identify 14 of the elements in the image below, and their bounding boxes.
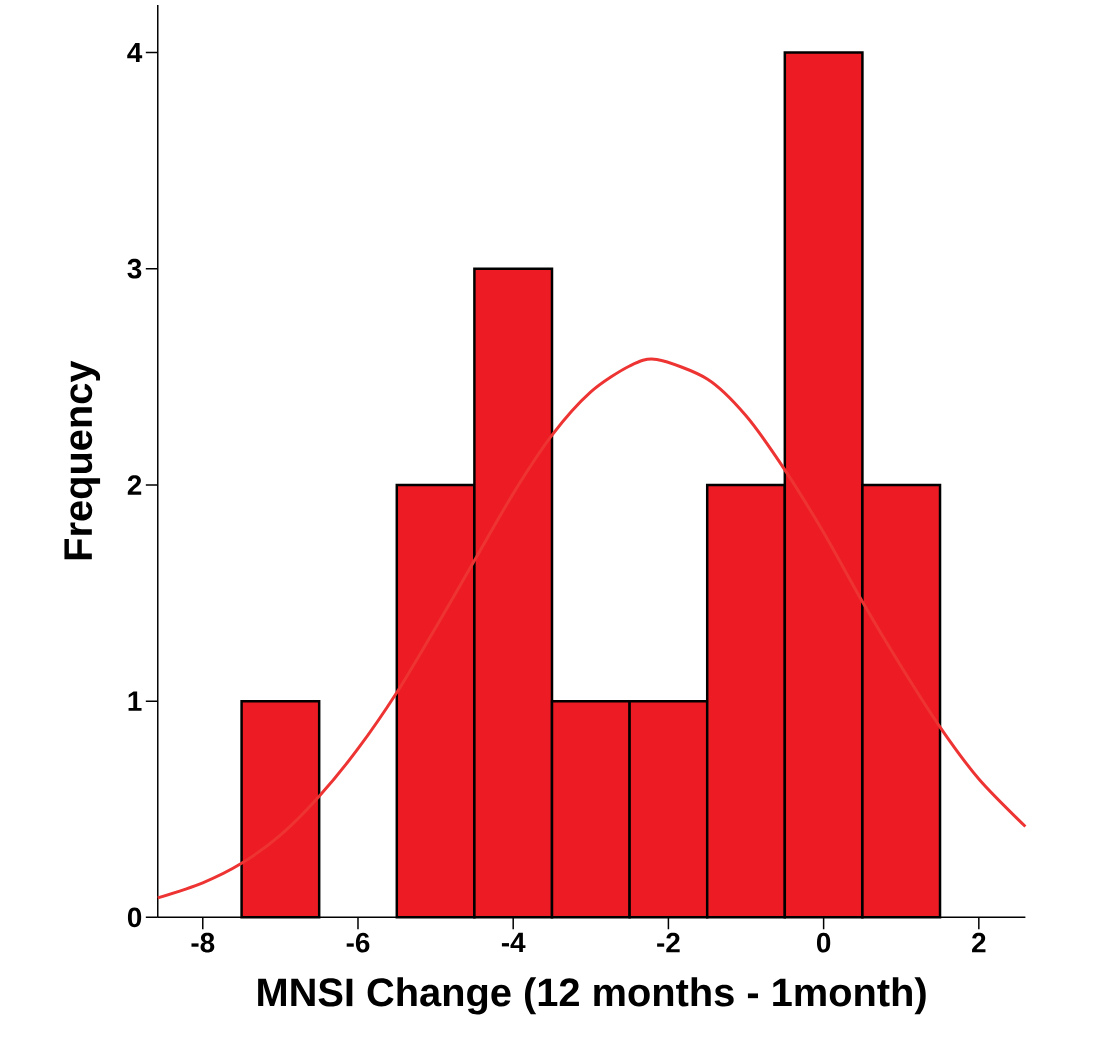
x-tick-label: 0 <box>816 933 831 953</box>
y-tick-label: 0 <box>127 907 142 928</box>
x-tick-label: -2 <box>657 933 680 953</box>
line-series <box>156 358 1027 900</box>
y-axis-title: Frequency <box>64 360 101 560</box>
x-tick-label: -8 <box>191 933 215 953</box>
y-tick-label: 2 <box>127 475 142 495</box>
y-tick-label: 3 <box>127 259 142 279</box>
x-axis-title: MNSI Change (12 months - 1month) <box>258 977 926 1015</box>
x-tick-label: -6 <box>346 933 370 953</box>
x-tick-label: -4 <box>501 932 526 953</box>
y-tick-label: 4 <box>127 43 143 63</box>
x-tick-label: 2 <box>972 933 986 953</box>
y-tick-label: 1 <box>128 691 142 711</box>
